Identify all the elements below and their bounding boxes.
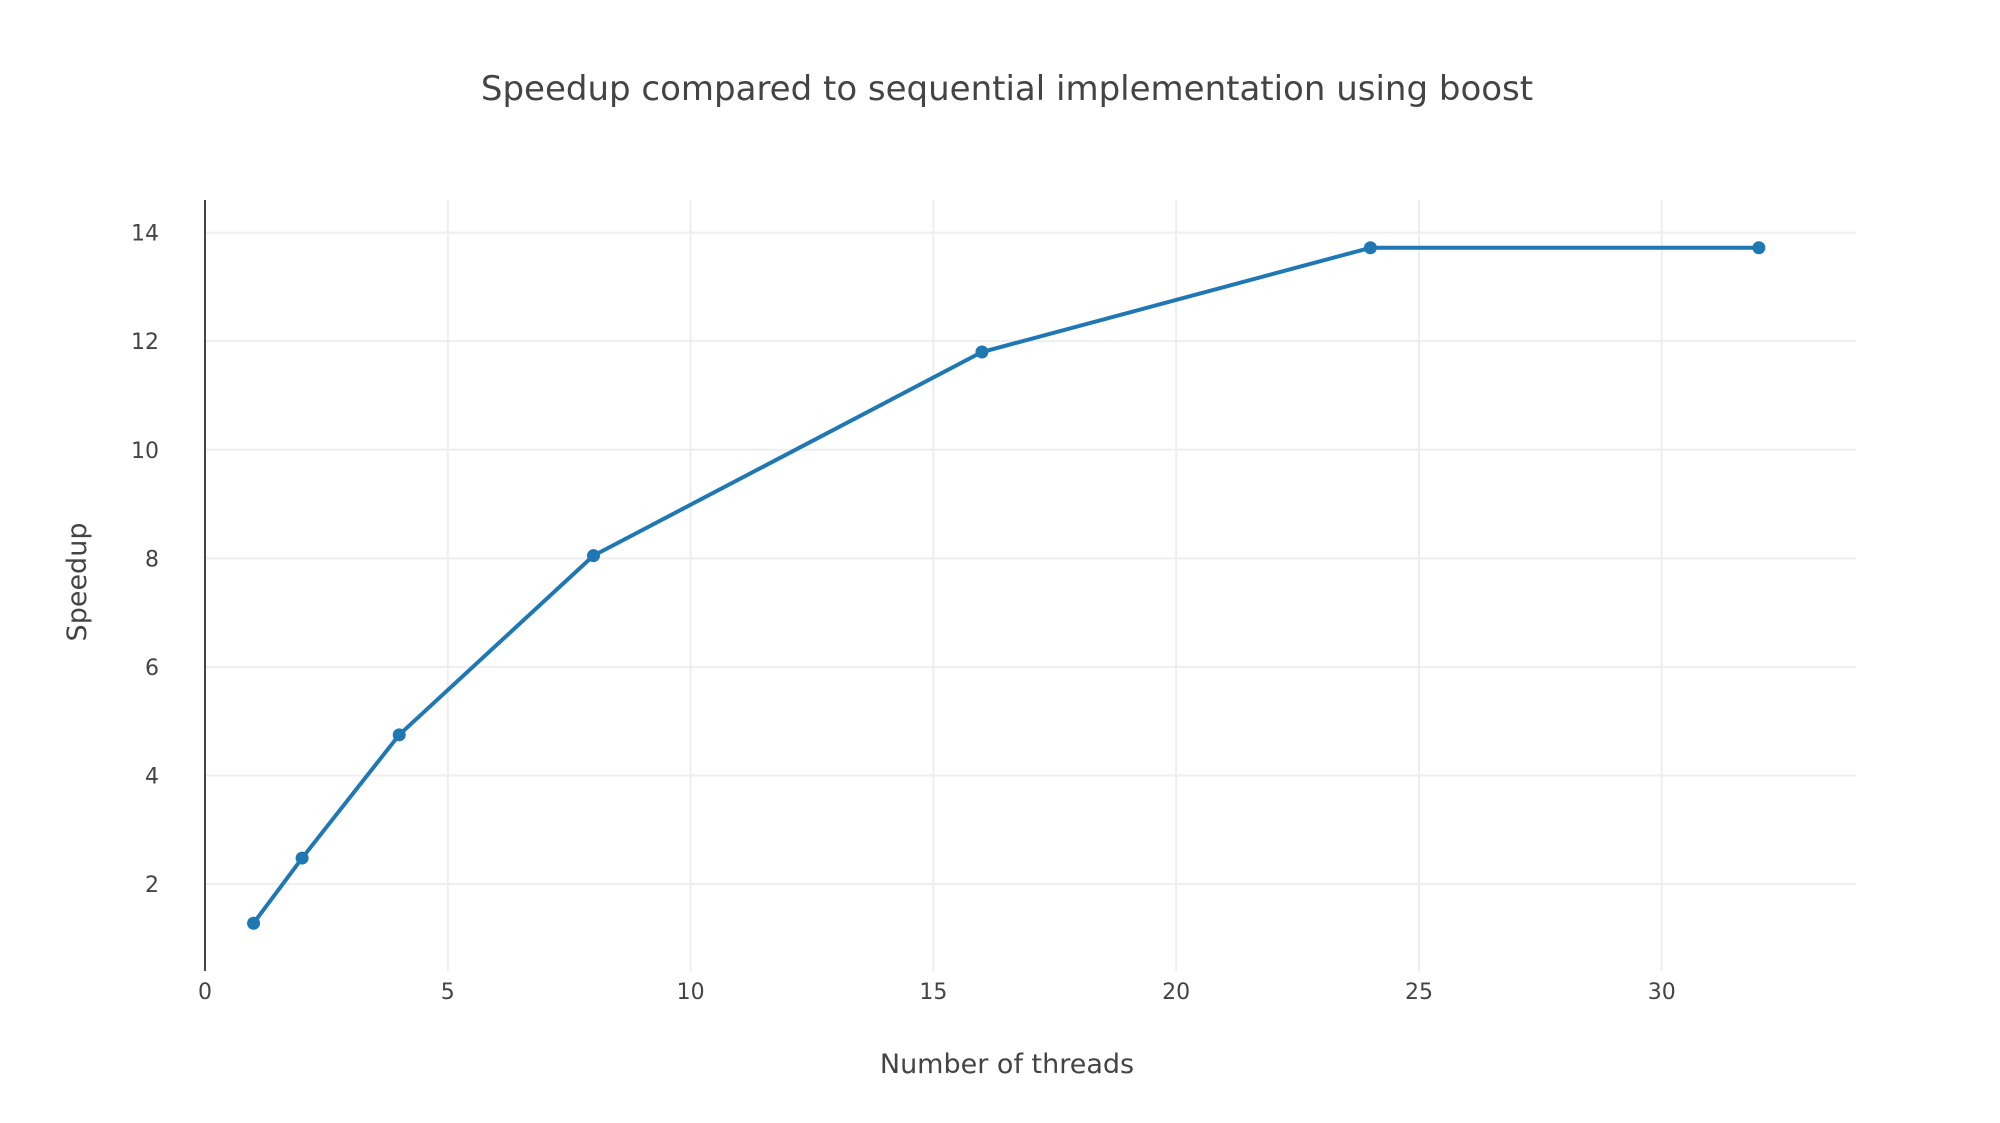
series-group bbox=[247, 241, 1766, 930]
y-tick-label: 12 bbox=[131, 330, 159, 355]
x-axis-title: Number of threads bbox=[880, 1049, 1134, 1080]
x-tick-label: 25 bbox=[1405, 980, 1433, 1005]
y-tick-label: 14 bbox=[131, 222, 159, 247]
y-tick-label: 6 bbox=[145, 656, 159, 681]
y-tick-label: 4 bbox=[145, 765, 159, 790]
data-point[interactable] bbox=[1363, 241, 1377, 255]
y-tick-labels: 2 4 6 8 10 12 14 bbox=[131, 222, 159, 899]
data-point[interactable] bbox=[247, 916, 261, 930]
x-tick-labels: 0 5 10 15 20 25 30 bbox=[198, 980, 1676, 1005]
x-tick-label: 15 bbox=[919, 980, 947, 1005]
x-gridlines bbox=[446, 200, 1663, 971]
y-axis-title: Speedup bbox=[62, 523, 93, 642]
data-point[interactable] bbox=[1752, 241, 1766, 255]
data-point[interactable] bbox=[975, 345, 989, 359]
x-tick-label: 0 bbox=[198, 980, 212, 1005]
y-tick-label: 10 bbox=[131, 439, 159, 464]
x-tick-label: 5 bbox=[441, 980, 455, 1005]
chart-title: Speedup compared to sequential implement… bbox=[481, 69, 1533, 109]
x-tick-label: 20 bbox=[1162, 980, 1190, 1005]
data-point[interactable] bbox=[295, 851, 309, 865]
x-tick-label: 30 bbox=[1648, 980, 1676, 1005]
series-line bbox=[251, 245, 1759, 925]
y-tick-label: 8 bbox=[145, 547, 159, 572]
y-gridlines bbox=[205, 231, 1856, 886]
x-tick-label: 10 bbox=[677, 980, 705, 1005]
data-point[interactable] bbox=[586, 549, 600, 563]
y-tick-label: 2 bbox=[145, 873, 159, 898]
data-point[interactable] bbox=[392, 728, 406, 742]
